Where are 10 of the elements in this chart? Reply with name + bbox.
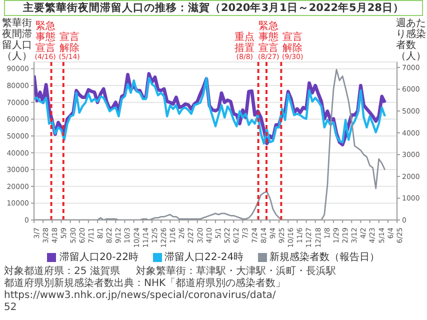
y2-axis-title: 週あたり感染者数（人） [396,18,427,62]
legend-label: 滞留人口20-22時 [59,250,138,264]
text: 対象繁華街：草津駅・大津駅・浜町・長浜駅 [136,266,336,278]
text: 都道府県別新規感染者数出典：NHK「都道府県別の感染者数」https://www3.nhk.or.jp/news/special/coronavirus/data/ [4,278,287,302]
chart-title: 主要繁華街夜間滞留人口の推移：滋賀（2020年3月1日～2022年5月28日） [4,0,423,16]
text: 対象都道府県：25 滋賀県 [4,266,120,278]
legend-label: 滞留人口22-24時 [164,250,244,264]
y-axis-title: 繁華街夜間滞留人口（人） [2,18,33,62]
legend-label: 新規感染者数（報告日） [270,250,380,264]
text: 52 [4,302,17,314]
